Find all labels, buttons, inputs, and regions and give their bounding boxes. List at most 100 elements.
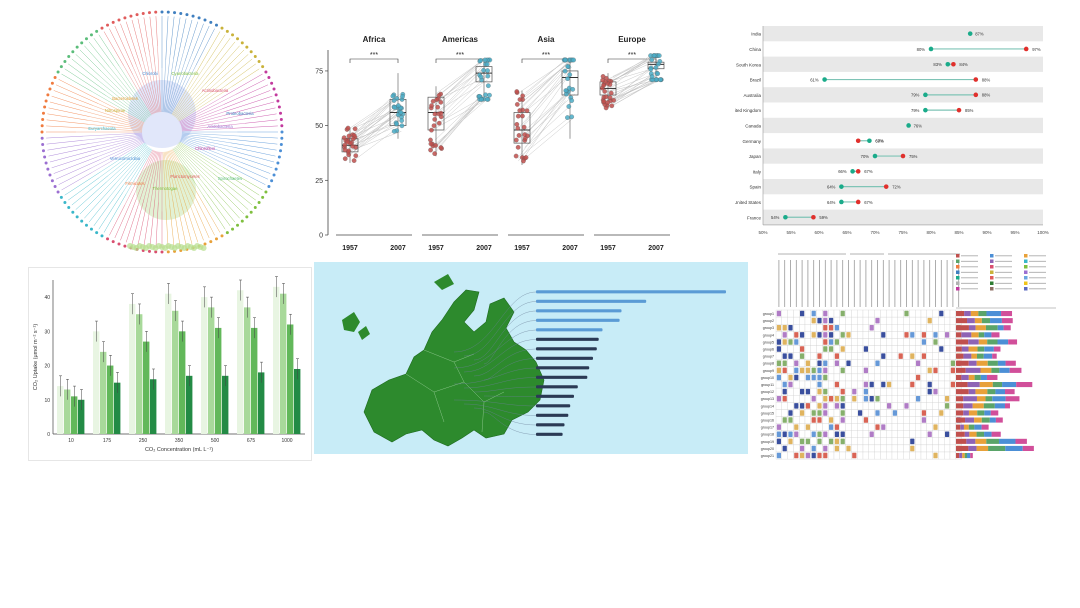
heatmap-cell xyxy=(944,387,951,396)
data-point xyxy=(524,108,530,114)
category-label: Spain xyxy=(749,185,761,190)
start-value-label: 54% xyxy=(771,215,780,220)
bar xyxy=(222,375,229,434)
heatmap-cell xyxy=(891,437,898,446)
heatmap-cell xyxy=(920,345,927,353)
heatmap-marker xyxy=(788,339,793,345)
data-point xyxy=(521,158,526,164)
tree-leaf-branch xyxy=(195,28,215,66)
data-point xyxy=(520,93,526,99)
heatmap-cell xyxy=(810,380,817,389)
heatmap-cell xyxy=(926,324,933,332)
heatmap-cell xyxy=(920,373,927,382)
tree-branch xyxy=(100,142,146,173)
tree-tip xyxy=(67,206,71,210)
tree-tip xyxy=(272,87,276,91)
stacked-bar-segment xyxy=(1004,403,1010,409)
heatmap-marker xyxy=(910,445,915,452)
stacked-bar-segment xyxy=(984,431,992,437)
tree-leaf-branch xyxy=(180,203,193,245)
stacked-bar-segment xyxy=(967,318,975,324)
end-value-label: 67% xyxy=(875,139,884,144)
heatmap-marker xyxy=(869,396,874,402)
start-value-label: 61% xyxy=(810,77,819,82)
tree-leaf-branch xyxy=(46,140,83,145)
boxplot-panel: 0 25 50 75 Africa *** 1957 2007 Americas *** 1957 2… xyxy=(310,30,675,255)
stacked-bar-segment xyxy=(994,403,1005,409)
heatmap-marker xyxy=(875,410,880,416)
stacked-bar-segment xyxy=(968,445,977,451)
bar xyxy=(78,399,85,434)
heatmap-cell xyxy=(926,395,933,403)
stacked-bar-segment xyxy=(985,396,993,402)
heatmap-marker xyxy=(939,346,944,352)
stacked-bar-segment xyxy=(972,403,984,409)
tree-branch xyxy=(148,151,160,218)
heatmap-marker xyxy=(834,396,839,402)
tree-branch xyxy=(181,115,225,128)
heatmap-cell xyxy=(833,345,840,353)
tree-tip xyxy=(117,242,121,246)
heatmap-cell xyxy=(944,309,951,318)
tree-branch xyxy=(180,108,223,126)
pair-line xyxy=(524,59,566,97)
tree-tip xyxy=(111,240,115,244)
heatmap-cell xyxy=(868,316,875,325)
end-point xyxy=(900,153,906,159)
data-point xyxy=(485,68,490,73)
heatmap-marker xyxy=(829,424,834,430)
stacked-bar-segment xyxy=(997,325,1004,331)
bar xyxy=(165,293,172,434)
pair-line xyxy=(523,97,566,158)
pair-line xyxy=(353,108,394,138)
tree-leaf-branch xyxy=(211,38,231,64)
stacked-bar-segment xyxy=(1008,339,1018,345)
heatmap-cell xyxy=(949,309,956,318)
stacked-bar-segment xyxy=(965,367,981,373)
tree-leaf-branch xyxy=(84,45,106,69)
heatmap-cell xyxy=(868,387,875,396)
data-point xyxy=(478,58,483,63)
tree-branch xyxy=(174,77,207,117)
tree-tip xyxy=(59,65,63,69)
heatmap-cell xyxy=(862,430,869,438)
data-point xyxy=(648,66,654,72)
tree-tip xyxy=(154,250,158,254)
heatmap-marker xyxy=(840,410,845,416)
heatmap-marker xyxy=(869,431,874,437)
data-point xyxy=(351,158,357,163)
pair-line xyxy=(347,122,397,156)
heatmap-cell xyxy=(932,309,939,318)
heatmap-marker xyxy=(834,353,839,359)
box-iqr xyxy=(561,70,579,96)
tree-leaf-branch xyxy=(53,156,98,174)
grouped-bar-panel: 0 10 20 30 40 10 175 250 350 500 675 1000 CO₂ Concen… xyxy=(28,267,312,461)
heatmap-marker xyxy=(921,410,926,416)
pair-line xyxy=(522,93,575,141)
start-point xyxy=(928,46,934,52)
heatmap-cell xyxy=(891,345,898,353)
tree-leaf-branch xyxy=(169,16,175,56)
tree-tip xyxy=(267,184,271,188)
data-point xyxy=(433,143,439,148)
tree-branch xyxy=(181,132,239,137)
tree-tip xyxy=(40,136,44,140)
heatmap-marker xyxy=(834,438,839,445)
data-point xyxy=(438,110,444,116)
stacked-bar-segment xyxy=(966,438,976,444)
connector-line xyxy=(463,301,537,357)
heatmap-cell xyxy=(839,451,846,460)
tree-branch xyxy=(91,137,144,156)
heatmap-cell xyxy=(845,416,852,424)
bar xyxy=(244,307,251,434)
tree-tip xyxy=(50,179,54,183)
stacked-bar-segment xyxy=(964,453,968,459)
tree-leaf-branch xyxy=(120,198,137,241)
tree-branch xyxy=(180,111,225,127)
x-tick-label: 55% xyxy=(786,230,795,235)
heatmap-cell xyxy=(868,309,875,318)
heatmap-cell xyxy=(926,373,933,382)
heatmap-cell xyxy=(891,444,898,453)
heatmap-marker xyxy=(823,325,828,331)
